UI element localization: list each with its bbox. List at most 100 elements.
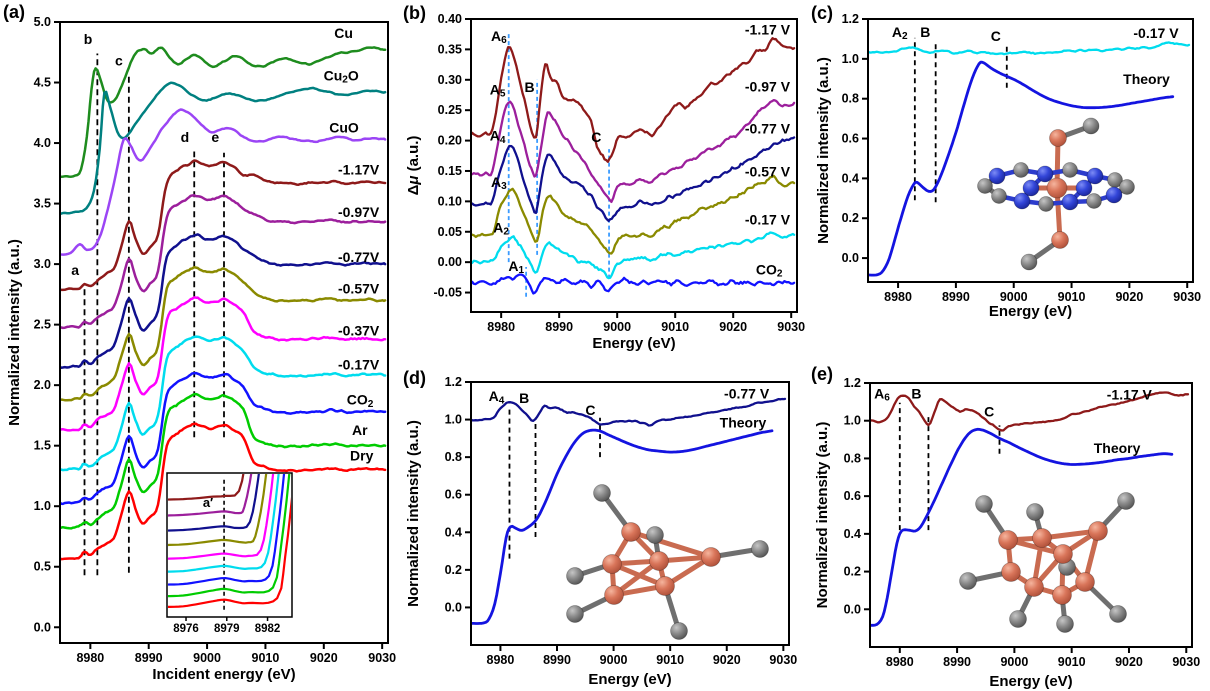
y-tick-label: 0.0 [844, 602, 861, 616]
x-axis-title: Energy (eV) [989, 303, 1072, 320]
atom-Cu [998, 530, 1018, 550]
atom-N [1013, 192, 1031, 210]
atom-C [975, 495, 993, 513]
feature-label: A1 [508, 258, 524, 276]
inset-x-tick-label: 8979 [214, 623, 240, 635]
x-tick-label: 9010 [1058, 290, 1086, 304]
atom-C [566, 567, 584, 585]
curve--0.57V [472, 174, 796, 255]
feature-label: C [585, 402, 595, 418]
series-label--0.97V: -0.97V [338, 204, 380, 220]
y-tick-label: -0.05 [434, 286, 463, 300]
x-tick-label: 9000 [1000, 655, 1028, 669]
atom-Cu [655, 576, 675, 596]
curve--1.17V [61, 159, 387, 292]
feature-label: a [71, 262, 79, 278]
y-tick-label: 1.2 [842, 12, 859, 26]
y-axis-title: Normalized intensity (a.u.) [6, 239, 23, 426]
series-label--0.37V: -0.37V [338, 323, 380, 339]
y-axis-title: Normalized intensity (a.u.) [814, 422, 831, 609]
atom-Cu [602, 554, 622, 574]
x-tick-label: 8980 [487, 320, 515, 334]
atom-Cu [1051, 231, 1069, 249]
x-tick-label: 9020 [310, 651, 338, 665]
panel-b-delta-mu: 8980 8990 9000 9010 9020 9030 0.40 0.35 0.30 0.25… [403, 3, 805, 352]
curve-Cu [61, 46, 387, 179]
atom-C [1117, 492, 1135, 510]
series-label--0.77V: -0.77V [338, 249, 380, 265]
panel-letter: (d) [403, 368, 426, 388]
x-axis-title: Energy (eV) [989, 673, 1072, 690]
x-axis-title: Energy (eV) [588, 671, 671, 688]
curve--1.17V [472, 37, 796, 163]
curve--0.97V [61, 194, 387, 330]
atom-Cu [649, 551, 669, 571]
bond [628, 529, 714, 560]
curve-CO2 [61, 371, 387, 506]
plot-frame [59, 21, 389, 644]
series-label--1.17V: -1.17V [338, 162, 380, 178]
inset-guide-label: a′ [203, 494, 213, 509]
y-tick-label: 0.8 [844, 451, 861, 465]
x-axis-title: Incident energy (eV) [152, 666, 295, 683]
series-label--1.17V: -1.17 V [745, 21, 791, 37]
x-tick-label: 8980 [487, 653, 515, 667]
y-tick-label: 0.10 [438, 194, 462, 208]
y-tick-label: 0.4 [842, 171, 859, 185]
series-label--1.17V: -1.17 V [1107, 386, 1153, 402]
atom-C [1062, 162, 1078, 178]
atom-C [1109, 605, 1127, 623]
x-tick-label: 9020 [719, 320, 747, 334]
feature-label: A5 [490, 82, 506, 100]
panel-letter: (e) [811, 364, 833, 384]
atom-Cu [1032, 528, 1052, 548]
series-label-CO2: CO2 [347, 392, 374, 410]
atom-C [991, 188, 1007, 204]
y-tick-label: 0.2 [842, 211, 859, 225]
y-tick-label: 0.6 [842, 132, 859, 146]
y-tick-label: 0.8 [445, 450, 462, 464]
series-label--0.77V: -0.77 V [745, 120, 791, 136]
y-tick-label: 0.2 [445, 563, 462, 577]
series-label-Ar: Ar [352, 422, 368, 438]
atom-Cu [1046, 177, 1068, 199]
y-tick-label: 1.0 [844, 414, 861, 428]
y-tick-label: 2.0 [34, 378, 51, 392]
curve--0.17V [472, 231, 796, 280]
y-axis-title: Δμ (a.u.) [405, 136, 422, 196]
series-label--0.57V: -0.57V [338, 280, 380, 296]
curve--0.37V [61, 296, 387, 432]
feature-label: B [911, 385, 921, 401]
curve-Cu2O [61, 81, 387, 215]
y-tick-label: 0.0 [34, 620, 51, 634]
curve--0.97V [472, 98, 796, 204]
atom-N [1075, 179, 1093, 197]
panel-a-xanes-stack: 8980 8990 9000 9010 9020 9030 0.0 0.5 1.0 1.5 2.0 2… [3, 2, 396, 683]
feature-label: C [991, 28, 1001, 44]
curve--0.17V [61, 335, 387, 472]
panel-letter: (c) [811, 3, 833, 23]
plot-frame [470, 381, 790, 646]
inset-curve--0.77V [168, 474, 260, 532]
y-tick-label: 0.8 [842, 92, 859, 106]
inset-x-tick-label: 8976 [173, 623, 199, 635]
inset-curve--0.57V [168, 474, 268, 547]
curve-Theory [472, 428, 774, 625]
atom-C [593, 484, 611, 502]
inset-curve--0.17V [168, 474, 280, 573]
atom-C [1020, 253, 1038, 271]
x-tick-label: 9030 [1172, 655, 1200, 669]
panel-c-theory-minus017V: 8980 8990 9000 9010 9020 9030 0.0 0.2 0.4 0.6 0.8 1… [811, 3, 1201, 320]
atom-Cu [1053, 544, 1073, 564]
x-tick-label: 8990 [942, 290, 970, 304]
x-tick-label: 9000 [600, 653, 628, 667]
x-tick-label: 8990 [543, 653, 571, 667]
atom-C [1009, 610, 1027, 628]
series-label--0.97V: -0.97 V [745, 78, 791, 94]
panel-letter: (a) [3, 2, 25, 22]
y-axis-title: Normalized intensity (a.u.) [815, 57, 832, 244]
y-tick-label: 0.0 [842, 251, 859, 265]
series-label--0.17V: -0.17 V [1133, 25, 1179, 41]
molecule-inset [566, 484, 769, 640]
